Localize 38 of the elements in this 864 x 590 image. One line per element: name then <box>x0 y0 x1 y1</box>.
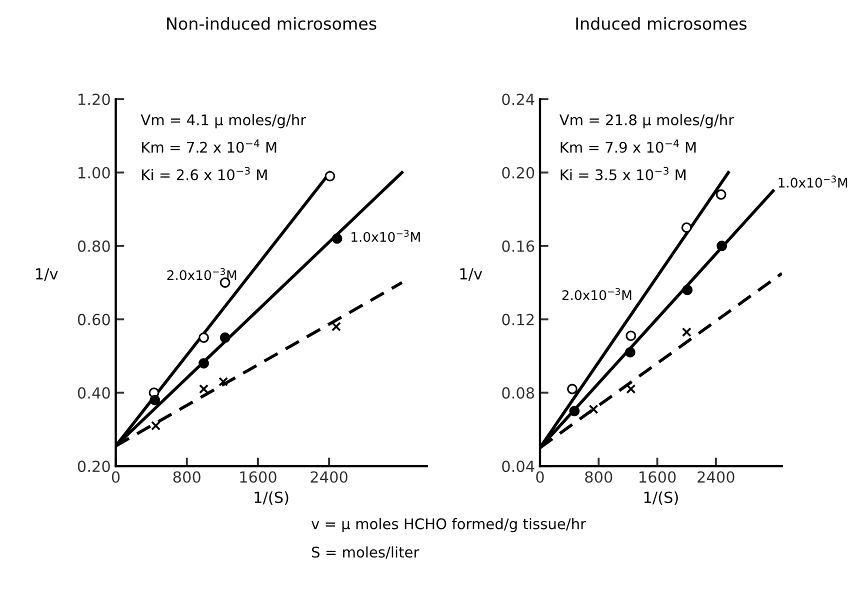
x-tick-label: 2400 <box>310 471 348 483</box>
y-tick-label: 0.20 <box>78 460 110 472</box>
series-label: 2.0x10$^{−3}$M <box>562 288 632 300</box>
x-axis-title: 1/(S) <box>254 491 288 505</box>
x-tick-label: 0 <box>536 471 544 483</box>
y-axis-title: 1/v <box>460 268 482 281</box>
y-tick-label: 0.12 <box>502 314 534 326</box>
y-tick-label: 0.60 <box>78 314 110 326</box>
chart-title: Non-induced microsomes <box>167 17 376 30</box>
y-tick-label: 0.40 <box>78 387 110 399</box>
annotation: Ki = 3.5 x 10$^{−3}$ M <box>560 166 686 180</box>
annotation: Km = 7.2 x 10$^{−4}$ M <box>142 140 276 153</box>
x-tick-label: 1600 <box>240 471 276 483</box>
x-tick-label: 0 <box>112 471 120 483</box>
text: S = moles/liter <box>312 546 420 559</box>
series-label: 1.0x10$^{−3}$M <box>778 176 848 188</box>
y-tick-label: 0.16 <box>502 240 534 252</box>
annotation: Vm = 4.1 μ moles/g/hr <box>140 114 306 128</box>
y-tick-label: 0.08 <box>502 387 534 399</box>
series-label: 1.0x10$^{−3}$M <box>352 230 420 242</box>
annotation: Ki = 2.6 x 10$^{−3}$ M <box>142 166 267 180</box>
x-tick-label: 800 <box>585 471 612 483</box>
series-label: 2.0x10$^{−3}$M <box>167 268 236 280</box>
y-tick-label: 1.20 <box>78 94 110 106</box>
y-tick-label: 1.00 <box>78 166 110 179</box>
x-axis-title: 1/(S) <box>644 491 678 505</box>
y-axis-title: 1/v <box>36 268 58 281</box>
chart-title: Induced microsomes <box>576 17 746 30</box>
x-tick-label: 2400 <box>698 471 734 483</box>
annotation: Km = 7.9 x 10$^{−4}$ M <box>560 140 696 153</box>
x-tick-label: 1600 <box>640 471 676 483</box>
y-tick-label: 0.80 <box>78 240 110 252</box>
x-tick-label: 800 <box>173 471 200 483</box>
text: v = μ moles HCHO formed/g tissue/hr <box>311 518 586 532</box>
y-tick-label: 0.20 <box>502 166 534 179</box>
y-tick-label: 0.04 <box>502 460 534 472</box>
annotation: Vm = 21.8 μ moles/g/hr <box>559 114 734 128</box>
y-tick-label: 0.24 <box>502 94 534 106</box>
